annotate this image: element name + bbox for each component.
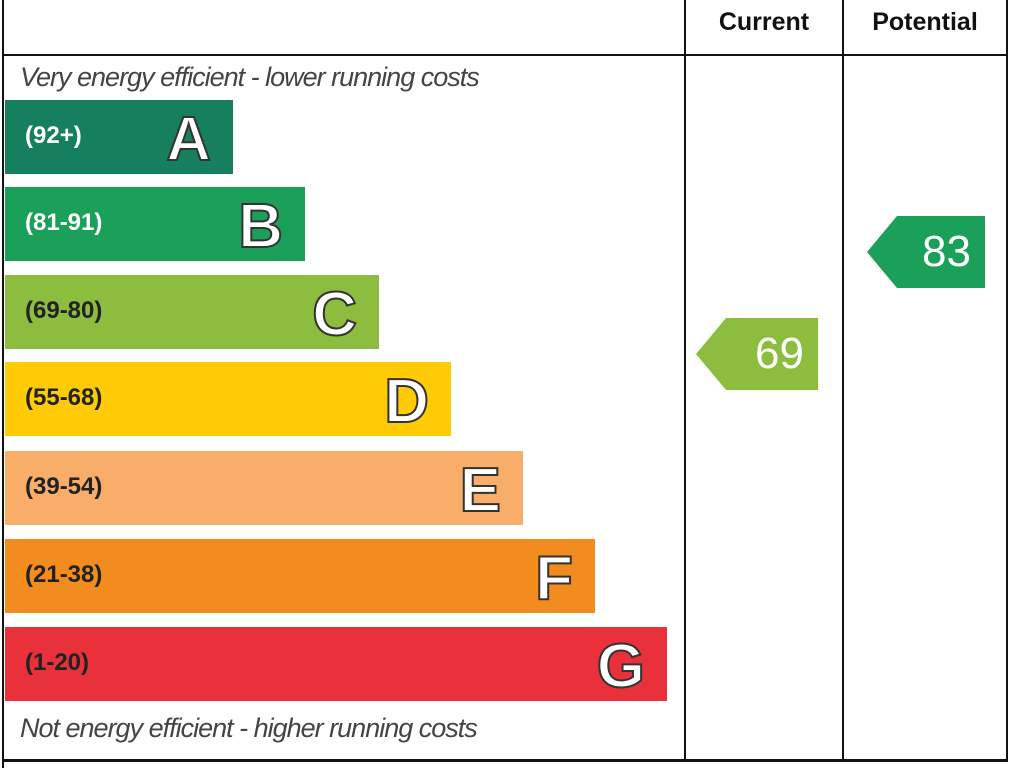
band-bar-c: (69-80) C xyxy=(5,275,379,350)
header-potential: Potential xyxy=(872,8,978,36)
border-left xyxy=(2,0,4,768)
header-current: Current xyxy=(718,8,810,36)
potential-rating-arrow: 83 xyxy=(867,216,985,288)
band-bar-b: (81-91) B xyxy=(5,187,305,262)
band-range: (39-54) xyxy=(25,473,103,500)
column-divider-potential xyxy=(842,0,844,762)
band-range: (92+) xyxy=(25,122,82,149)
band-range: (1-20) xyxy=(25,649,90,676)
band-range: (81-91) xyxy=(25,209,103,236)
bottom-note: Not energy efficient - higher running co… xyxy=(20,713,478,743)
band-bar-e: (39-54) E xyxy=(5,451,523,526)
current-rating-arrow-value: 69 xyxy=(755,329,804,378)
potential-rating-arrow-value: 83 xyxy=(922,227,971,276)
top-note: Very energy efficient - lower running co… xyxy=(20,62,480,92)
band-bar-f: (21-38) F xyxy=(5,539,595,614)
potential-rating-arrow-shape xyxy=(867,216,985,288)
band-bar-a: (92+) A xyxy=(5,100,233,175)
band-bar-g: (1-20) G xyxy=(5,627,667,702)
band-letter: E xyxy=(459,455,502,526)
current-rating-arrow-shape xyxy=(696,318,818,390)
band-range: (55-68) xyxy=(25,384,103,411)
band-range: (21-38) xyxy=(25,561,103,588)
band-range: (69-80) xyxy=(25,297,103,324)
band-letter: F xyxy=(534,543,574,614)
band-bar-d: (55-68) D xyxy=(5,362,451,437)
band-letter: A xyxy=(165,104,212,175)
header-divider xyxy=(2,54,1008,56)
column-divider-current xyxy=(684,0,686,762)
band-letter: C xyxy=(311,279,358,350)
band-letter: B xyxy=(237,191,284,262)
border-right xyxy=(1006,0,1008,762)
current-rating-arrow: 69 xyxy=(696,318,818,390)
footer-divider xyxy=(2,759,1008,762)
band-letter: G xyxy=(596,631,646,702)
band-letter: D xyxy=(383,366,430,437)
